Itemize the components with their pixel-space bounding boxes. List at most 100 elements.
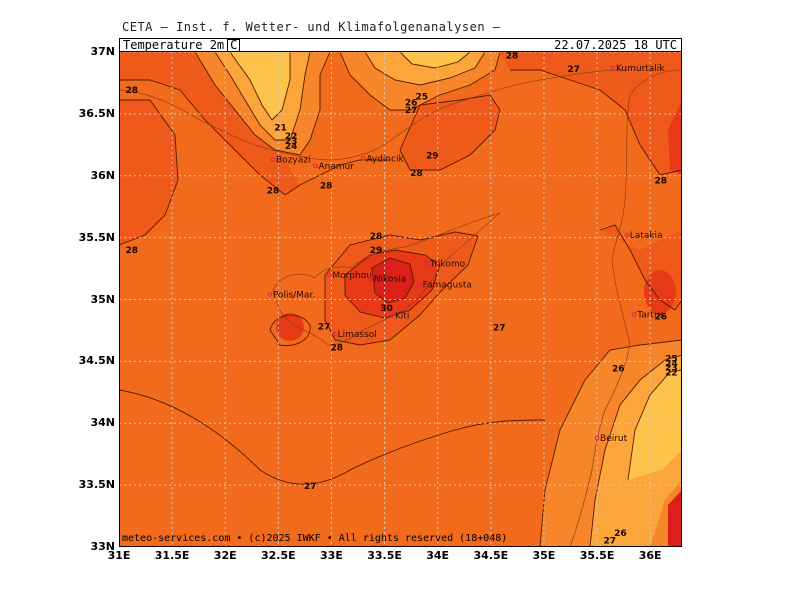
place-marker: Kiti xyxy=(389,312,409,322)
place-dot xyxy=(610,65,616,71)
contour-label: 28 xyxy=(125,86,138,96)
latitude-tick-label: 35N xyxy=(90,292,115,306)
place-dot xyxy=(368,276,374,281)
warm-zone-northeast xyxy=(500,52,682,175)
place-marker: Kumurtalik xyxy=(610,64,665,74)
warm-pocket-limassol xyxy=(276,313,304,341)
isotherm-28-cyprus xyxy=(324,231,479,346)
contour-label: 26 xyxy=(654,313,667,323)
contour-label: 27 xyxy=(405,106,418,116)
place-label: Beirut xyxy=(600,434,628,444)
place-label: Aydincik xyxy=(366,154,404,164)
place-marker: Nikosia xyxy=(368,274,406,284)
isotherm-north-2 xyxy=(364,51,486,86)
longitude-tick-label: 32.5E xyxy=(261,549,296,562)
cool-zone-taurus-core xyxy=(230,52,290,120)
unit-box: C xyxy=(227,39,241,52)
contour-label: 27 xyxy=(493,324,506,334)
isotherm-lebanon-2 xyxy=(589,354,682,547)
warm-zone-east-coast xyxy=(668,100,682,175)
isotherm-lebanon-1 xyxy=(539,339,682,547)
place-marker: Aydincik xyxy=(361,154,405,164)
contour-label: 26 xyxy=(614,529,627,539)
place-label: Tartus xyxy=(636,310,664,320)
field-name: Temperature_2m C xyxy=(123,38,241,52)
contour-label: 22 xyxy=(665,368,678,378)
latitude-tick-label: 36.5N xyxy=(78,106,115,120)
place-dot xyxy=(631,312,637,317)
longitude-tick-label: 33E xyxy=(320,549,343,562)
footer-bar: meteo-services.com • (c)2025 IWKF • All … xyxy=(119,533,682,547)
warm-zone-west xyxy=(119,100,178,245)
isotherm-30-cyprus xyxy=(371,257,415,304)
hot-core-cyprus xyxy=(372,258,414,303)
contour-label: 26 xyxy=(405,99,418,109)
contour-label: 29 xyxy=(426,152,439,162)
hot-pocket-syria xyxy=(644,270,676,314)
place-marker: Tartus xyxy=(631,310,665,320)
place-dot xyxy=(417,282,422,287)
place-label: Bozyazi xyxy=(276,156,310,166)
longitude-tick-label: 31E xyxy=(107,549,131,562)
longitude-tick-label: 34E xyxy=(426,549,450,562)
place-marker: Limassol xyxy=(332,330,377,340)
latitude-tick-label: 33.5N xyxy=(78,478,115,492)
coastline-turkey xyxy=(119,69,621,161)
latitude-tick-label: 36N xyxy=(90,168,115,182)
latitude-tick-label: 33N xyxy=(90,540,115,553)
contour-label: 27 xyxy=(318,322,331,332)
contour-label: 28 xyxy=(267,186,280,196)
place-marker: Famagusta xyxy=(417,281,472,291)
header-title: CETA – Inst. f. Wetter- und Klimafolgena… xyxy=(122,20,501,34)
contour-label: 26 xyxy=(612,365,625,375)
isotherm-28-west xyxy=(119,99,179,246)
contour-label: 28 xyxy=(370,232,383,242)
isotherm-taurus-2 xyxy=(214,51,311,141)
contour-label: 28 xyxy=(125,246,138,256)
latitude-tick-label: 35.5N xyxy=(78,230,115,244)
latitude-tick-label: 37N xyxy=(90,45,115,58)
place-dot xyxy=(267,292,273,297)
longitude-tick-label: 35E xyxy=(532,549,556,562)
place-dot xyxy=(424,261,430,266)
cool-zone-lebanon-core xyxy=(628,370,682,480)
contour-label: 28 xyxy=(320,181,333,191)
isotherm-north-1 xyxy=(339,51,501,111)
isotherm-latakia xyxy=(599,224,682,311)
cool-zone-north-core xyxy=(400,52,470,68)
contour-label: 22 xyxy=(285,132,298,142)
isotherm-28-central xyxy=(399,94,501,171)
place-marker: Latakia xyxy=(624,231,663,241)
place-label: Anamur xyxy=(319,162,355,172)
longitude-tick-label: 34.5E xyxy=(473,549,509,562)
contour-label: 24 xyxy=(285,142,298,152)
contour-label: 25 xyxy=(665,355,678,365)
isotherm-north-3 xyxy=(399,51,471,69)
contour-label: 27 xyxy=(567,65,580,75)
longitude-tick-label: 36E xyxy=(638,549,662,562)
coastline-cyprus xyxy=(272,212,501,346)
place-dot xyxy=(594,435,600,441)
contour-label: 28 xyxy=(506,51,519,61)
longitude-tick-label: 35.5E xyxy=(579,549,615,562)
contour-label: 28 xyxy=(330,344,343,354)
place-dot xyxy=(389,313,395,318)
place-marker: Polis/Mar. xyxy=(267,291,315,301)
isotherm-27-south xyxy=(119,389,546,485)
place-dot xyxy=(270,157,276,162)
longitude-tick-label: 32E xyxy=(213,549,237,562)
place-label: Kiti xyxy=(395,312,409,322)
place-marker: Trikomo xyxy=(424,260,466,270)
place-label: Polis/Mar. xyxy=(273,291,315,301)
place-label: Trikomo xyxy=(429,260,466,270)
place-marker: Morphou xyxy=(327,271,372,281)
contour-label: 30 xyxy=(380,304,393,314)
isotherm-29-cyprus xyxy=(344,249,441,319)
place-marker: Bozyazi xyxy=(270,156,311,166)
longitude-tick-label: 33.5E xyxy=(367,549,402,562)
place-dot xyxy=(327,272,332,278)
isotherm-lebanon-3 xyxy=(627,369,682,481)
isotherm-taurus-3 xyxy=(229,51,291,121)
latitude-tick-label: 34N xyxy=(90,416,115,430)
